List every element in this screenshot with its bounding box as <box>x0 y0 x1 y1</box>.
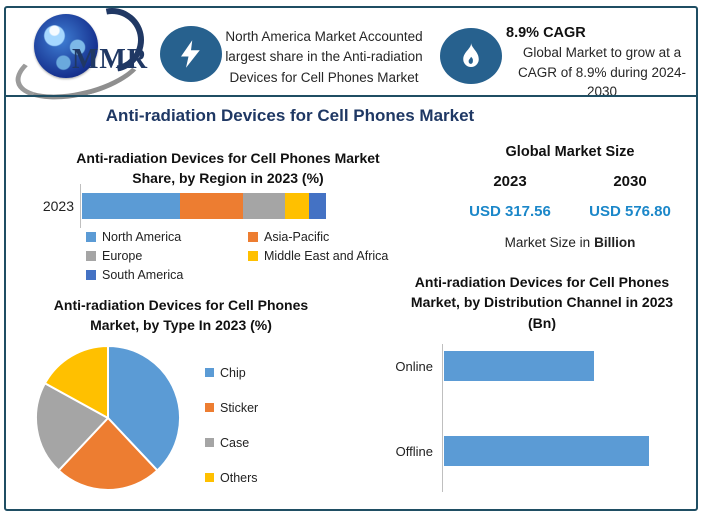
header-divider <box>5 95 697 97</box>
pie-slice-chip <box>107 345 181 472</box>
market-size-value-2030: USD 576.80 <box>589 203 671 220</box>
dist-chart-title: Anti-radiation Devices for Cell Phones M… <box>410 274 674 331</box>
legend-item-case: Case <box>205 432 258 453</box>
market-size-year-2023: 2023 <box>493 173 527 190</box>
pie-slice-others <box>43 345 109 419</box>
logo-text: MMR <box>72 44 149 75</box>
legend-swatch-asia-pacific <box>248 232 258 242</box>
mmr-logo: MMR <box>8 0 157 112</box>
legend-swatch-others <box>205 473 214 482</box>
globe-icon <box>34 14 98 78</box>
region-chart-axis <box>80 184 81 228</box>
legend-item-middle-east-and-africa: Middle East and Africa <box>248 248 431 264</box>
legend-item-europe: Europe <box>86 248 248 264</box>
pie-chart-title: Anti-radiation Devices for Cell Phones M… <box>53 297 309 334</box>
pie-slice-case <box>35 382 109 472</box>
legend-label: Others <box>220 470 258 485</box>
dist-label-offline: Offline <box>395 444 433 459</box>
legend-item-south-america: South America <box>86 267 248 283</box>
legend-label: South America <box>102 268 184 282</box>
lightning-bolt-glyph <box>181 40 200 68</box>
region-bar-segment-europe <box>243 193 285 219</box>
highlight1-text: North America Market Accounted largest s… <box>225 29 423 85</box>
flame-glyph <box>463 42 479 67</box>
legend-swatch-chip <box>205 368 214 377</box>
legend-item-north-america: North America <box>86 229 248 245</box>
region-chart-category-label: 2023 <box>42 198 74 214</box>
legend-item-sticker: Sticker <box>205 397 258 418</box>
legend-label: Chip <box>220 365 246 380</box>
legend-swatch-sticker <box>205 403 214 412</box>
region-chart-title: Anti-radiation Devices for Cell Phones M… <box>76 150 380 187</box>
legend-swatch-north-america <box>86 232 96 242</box>
dist-bar-offline <box>444 436 649 466</box>
legend-swatch-case <box>205 438 214 447</box>
region-stacked-bar <box>82 193 326 219</box>
market-size-years-row: 2023 2030 <box>450 173 690 190</box>
region-bar-segment-middle-east-and-africa <box>284 193 309 219</box>
dist-bar-online <box>444 351 594 381</box>
market-size-values-row: USD 317.56 USD 576.80 <box>450 203 690 220</box>
dist-chart-axis <box>442 344 443 492</box>
market-size-year-2030: 2030 <box>613 173 647 190</box>
legend-swatch-middle-east-and-africa <box>248 251 258 261</box>
legend-label: North America <box>102 230 182 244</box>
market-size-note-prefix: Market Size in <box>504 235 591 250</box>
region-legend: North America Asia-Pacific Europe Middle Ea… <box>86 229 431 283</box>
legend-item-asia-pacific: Asia-Pacific <box>248 229 431 245</box>
legend-label: Sticker <box>220 400 259 415</box>
pie-svg <box>35 345 181 492</box>
legend-swatch-europe <box>86 251 96 261</box>
market-size-note-unit: Billion <box>594 235 636 250</box>
page-title: Anti-radiation Devices for Cell Phones M… <box>105 106 475 125</box>
lightning-bolt-icon <box>160 26 222 82</box>
legend-item-others: Others <box>205 467 258 488</box>
legend-label: Asia-Pacific <box>264 230 330 244</box>
legend-label: Case <box>220 435 250 450</box>
region-bar-segment-south-america <box>308 193 326 219</box>
pie-legend: Chip Sticker Case Others <box>205 362 258 502</box>
highlight2-card: 8.9% CAGR Global Market to grow at a CAG… <box>506 25 698 102</box>
legend-swatch-south-america <box>86 270 96 280</box>
region-bar-segment-asia-pacific <box>179 193 244 219</box>
legend-label: Europe <box>102 249 143 263</box>
region-bar-segment-north-america <box>82 193 180 219</box>
pie-chart <box>33 343 183 493</box>
legend-label: Middle East and Africa <box>264 249 389 263</box>
market-size-value-2023: USD 317.56 <box>469 203 551 220</box>
dist-label-online: Online <box>395 359 433 374</box>
legend-item-chip: Chip <box>205 362 258 383</box>
cagr-title: 8.9% CAGR <box>506 25 586 41</box>
market-size-note: Market Size in Billion <box>450 235 690 250</box>
pie-slice-sticker <box>57 417 159 492</box>
flame-icon <box>440 28 502 84</box>
cagr-text: Global Market to grow at a CAGR of 8.9% … <box>517 45 687 100</box>
market-size-title: Global Market Size <box>505 144 635 160</box>
